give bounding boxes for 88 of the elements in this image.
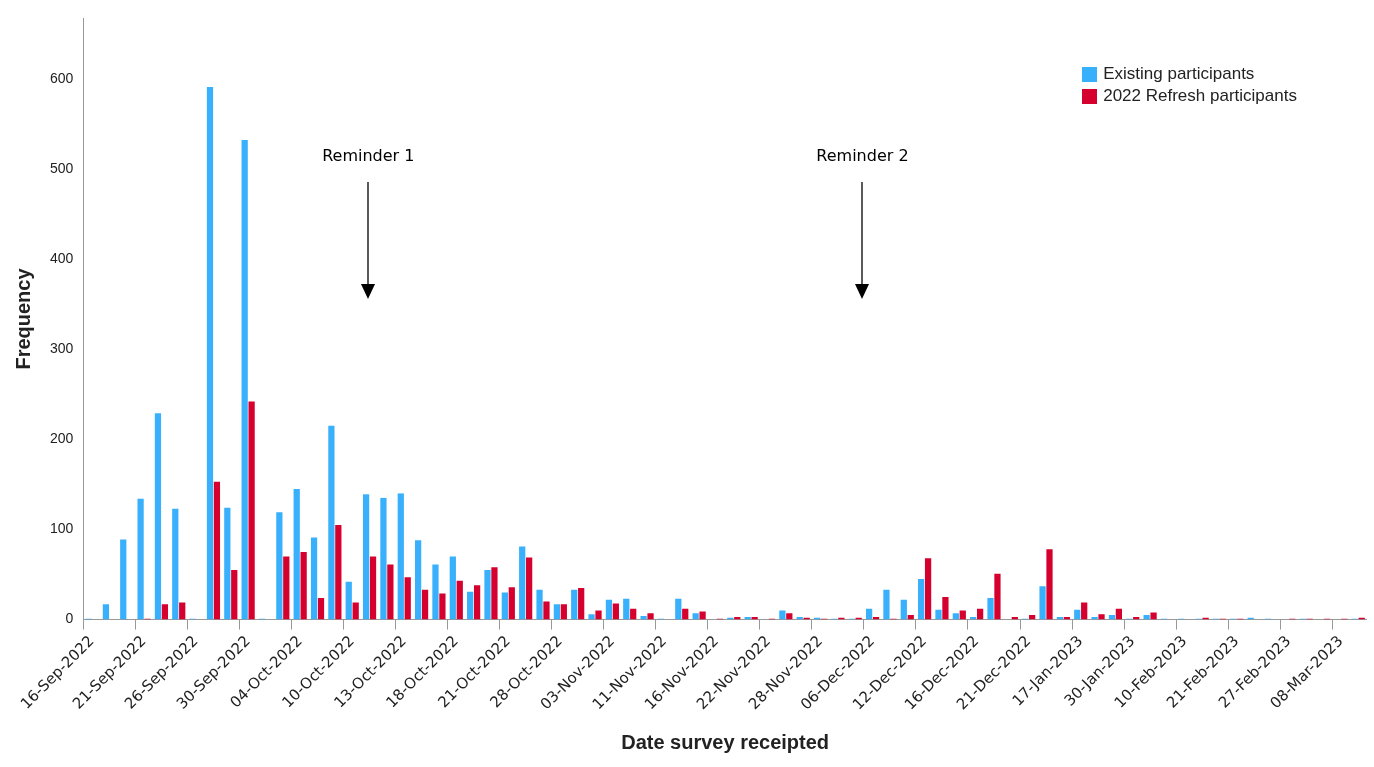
bar: [421, 589, 429, 620]
bar: [900, 599, 907, 620]
bar: [536, 589, 543, 620]
bar: [179, 602, 186, 620]
y-tick-label: 200: [50, 430, 74, 447]
bar: [605, 599, 613, 620]
bar: [994, 573, 1001, 620]
bar: [283, 556, 290, 620]
bar: [571, 589, 578, 620]
bar: [369, 556, 377, 620]
bar: [1039, 586, 1046, 620]
bar: [623, 598, 630, 620]
y-tick-label: 0: [65, 610, 74, 627]
bar: [491, 567, 498, 620]
bar: [578, 588, 585, 620]
bar: [293, 488, 300, 620]
bar: [404, 577, 411, 620]
bar: [154, 413, 162, 620]
bar: [952, 613, 959, 620]
bar: [449, 556, 456, 620]
bar: [640, 616, 647, 620]
bar: [397, 493, 404, 620]
bar: [362, 494, 370, 620]
bar: [918, 579, 925, 620]
bar: [456, 580, 463, 620]
bar: [935, 609, 942, 620]
bar: [786, 613, 793, 620]
bar: [553, 604, 561, 620]
bar: [310, 537, 318, 620]
y-axis-title: Frequency: [11, 267, 34, 370]
x-axis-title: Date survey receipted: [621, 730, 830, 753]
bar: [692, 613, 699, 620]
y-tick-label: 300: [50, 340, 74, 357]
bar: [415, 540, 422, 620]
bar: [137, 498, 144, 620]
bar: [172, 508, 179, 620]
bar: [501, 592, 508, 620]
bar: [120, 539, 127, 620]
bar: [231, 570, 238, 620]
bar: [1081, 602, 1088, 620]
bar: [595, 610, 602, 620]
bar: [519, 546, 526, 620]
bar: [1046, 549, 1053, 620]
bar: [924, 558, 932, 620]
bar: [467, 591, 474, 620]
annotation: Reminder 1: [322, 146, 415, 165]
bar: [276, 512, 283, 620]
bar: [560, 604, 567, 620]
bar: [328, 425, 335, 620]
bar: [883, 589, 890, 620]
bar: [300, 552, 307, 620]
bar: [942, 597, 949, 620]
bar: [699, 611, 706, 620]
bar: [779, 610, 786, 620]
y-tick-label: 500: [50, 159, 74, 176]
bar: [508, 587, 515, 620]
bar: [526, 557, 533, 620]
bar: [1150, 612, 1157, 620]
bar: [543, 601, 550, 620]
bar: [224, 507, 231, 620]
bar: [206, 86, 214, 620]
bar: [473, 585, 481, 620]
bar: [248, 401, 255, 620]
annotation: Reminder 2: [816, 146, 909, 165]
bar: [439, 593, 446, 620]
bar: [588, 614, 595, 620]
y-tick-label: 100: [50, 520, 74, 537]
bar: [352, 602, 359, 620]
bar: [345, 581, 352, 620]
bar: [432, 564, 439, 620]
bar: [387, 564, 394, 620]
bar: [1098, 614, 1105, 620]
bar: [213, 481, 221, 620]
bar: [675, 598, 682, 620]
legend-label: Existing participants: [1103, 63, 1255, 86]
bar: [380, 497, 387, 620]
y-tick-label: 400: [50, 249, 74, 266]
bar: [612, 603, 619, 620]
bar: [102, 604, 110, 620]
bar: [647, 613, 654, 620]
legend-label: 2022 Refresh participants: [1103, 85, 1297, 108]
bar: [987, 597, 994, 620]
bar: [161, 604, 168, 620]
y-tick-label: 600: [50, 69, 74, 86]
bar: [484, 570, 491, 620]
bar: [317, 597, 325, 620]
bar: [335, 524, 342, 620]
bar: [241, 140, 248, 620]
